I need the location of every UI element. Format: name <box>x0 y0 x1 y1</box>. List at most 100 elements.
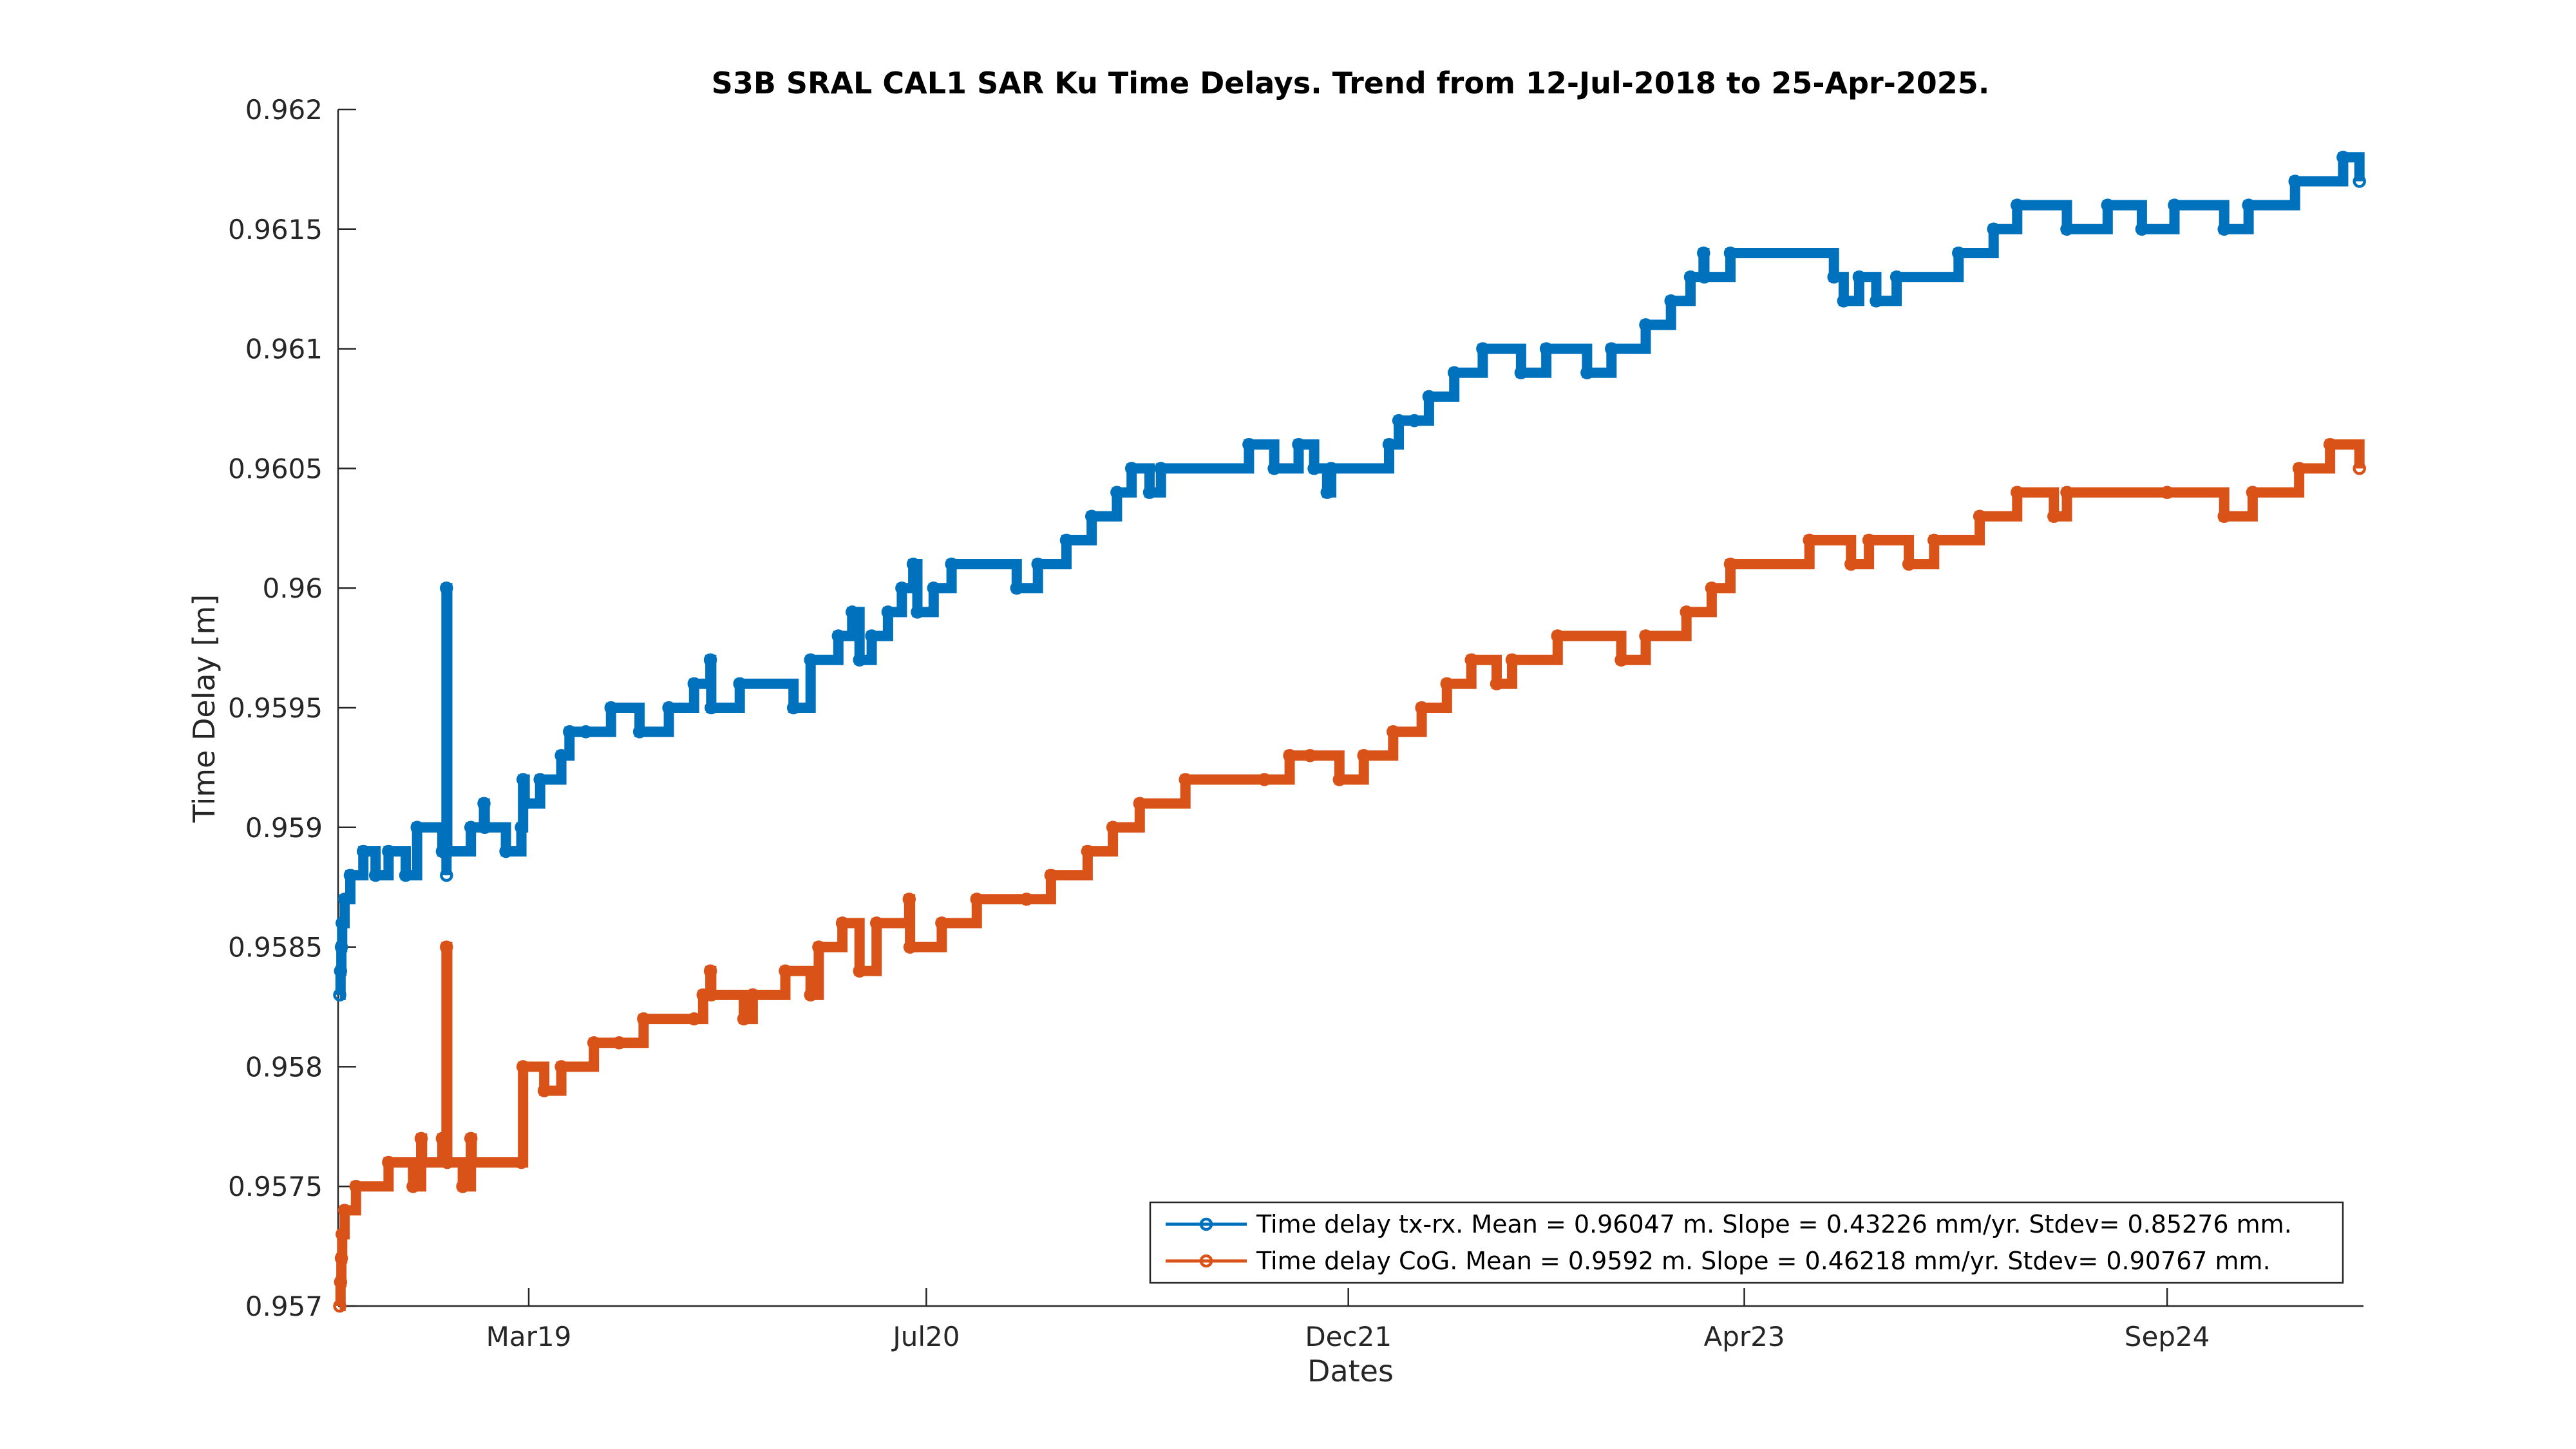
series-1-point <box>2135 222 2149 236</box>
series-2-point <box>587 1036 601 1050</box>
series-1-point <box>1447 366 1461 380</box>
series-1-point <box>1242 437 1256 451</box>
y-tick-label: 0.96 <box>262 573 323 604</box>
x-axis-label: Dates <box>1307 1354 1394 1388</box>
series-1-point <box>2353 175 2366 188</box>
series-2-point <box>464 1132 478 1146</box>
series-1-point <box>554 749 568 762</box>
series-stem-1 <box>339 155 2362 997</box>
y-tick-label: 0.9585 <box>228 932 323 963</box>
series-1-point <box>1059 533 1074 547</box>
series-1-point <box>2060 222 2074 236</box>
y-axis-label: Time Delay [m] <box>187 594 222 823</box>
series-1-point <box>1476 342 1490 355</box>
series-1-point <box>399 868 413 882</box>
legend-entry: Time delay tx-rx. Mean = 0.96047 m. Slop… <box>1256 1210 2292 1238</box>
series-1-point <box>853 653 866 667</box>
series-1-point <box>336 916 349 930</box>
series-1-point <box>733 677 746 691</box>
x-tick-label: Mar19 <box>486 1321 572 1352</box>
series-2-point <box>465 1155 478 1170</box>
series-1-point <box>604 701 618 715</box>
series-2-point <box>334 1275 348 1289</box>
series-2-point <box>1680 605 1693 619</box>
series-1-point <box>895 581 909 595</box>
series-1-point <box>831 629 846 643</box>
series-2-point <box>1106 820 1120 835</box>
series-1-point <box>1110 486 1124 499</box>
series-2-point <box>637 1012 650 1026</box>
series-1-point <box>464 820 478 835</box>
series-2-point <box>705 988 718 1002</box>
series-2-point <box>515 1155 528 1170</box>
series-1-point <box>1639 318 1653 332</box>
series-1-point <box>1539 342 1553 355</box>
y-tick-label: 0.961 <box>245 334 323 365</box>
series-1-point <box>1407 413 1421 428</box>
series-1-point <box>881 605 895 619</box>
series-1-point <box>1987 222 2000 236</box>
series-2-point <box>2160 486 2174 499</box>
series-2-point <box>804 988 817 1002</box>
series-2-point <box>2011 486 2024 499</box>
series-2-point <box>1803 533 1816 547</box>
series-2-point <box>1705 581 1719 595</box>
series-2-point <box>779 964 792 978</box>
series-2-point <box>1332 773 1347 786</box>
x-tick-label: Apr23 <box>1703 1321 1785 1352</box>
series-2-point <box>516 1060 530 1074</box>
series-1-point <box>1124 462 1139 475</box>
series-1-point <box>1084 509 1099 523</box>
series-1-point <box>1827 270 1841 284</box>
series-stem-2 <box>339 442 2362 1308</box>
series-2-point <box>1440 677 1454 691</box>
series-2-point <box>2060 486 2074 499</box>
series-1-point <box>2336 151 2350 164</box>
series-1-point <box>1324 462 1338 475</box>
y-tick-label: 0.9615 <box>228 214 323 245</box>
series-1-point <box>703 653 717 667</box>
series-1-point <box>906 557 920 571</box>
series-2-point <box>334 1251 348 1265</box>
series-2-point <box>1464 653 1478 667</box>
series-2-point <box>1862 533 1876 547</box>
series-2-point <box>1639 629 1653 643</box>
legend-entry: Time delay CoG. Mean = 0.9592 m. Slope =… <box>1256 1247 2271 1275</box>
x-tick-label: Dec21 <box>1305 1321 1392 1352</box>
series-1-point <box>435 844 450 858</box>
x-tick-label: Jul20 <box>891 1321 960 1352</box>
series-1-point <box>1698 270 1711 284</box>
series-1-point <box>2168 198 2181 212</box>
y-tick-label: 0.9595 <box>228 692 323 724</box>
y-tick-label: 0.957 <box>245 1291 323 1322</box>
series-1-point <box>2217 222 2231 236</box>
series-2-point <box>440 1155 454 1170</box>
series-2-point <box>737 1012 751 1026</box>
series-2-point <box>812 940 826 954</box>
legend-swatch-marker <box>1199 1217 1213 1231</box>
y-tick-label: 0.9575 <box>228 1171 323 1202</box>
series-2-point <box>435 1132 450 1146</box>
series-1-point <box>1292 437 1305 451</box>
series-1-point <box>1142 486 1157 499</box>
series-1-point <box>705 701 718 715</box>
series-2-point <box>349 1179 363 1193</box>
series-1-point <box>337 893 352 906</box>
series-2-point <box>1723 557 1738 571</box>
series-1-point <box>1605 342 1618 355</box>
series-2-point <box>853 964 866 978</box>
series-1-point <box>440 581 453 595</box>
series-1-point <box>1267 462 1281 475</box>
series-2-point <box>935 916 949 930</box>
series-1-point <box>911 605 924 619</box>
series-2-point <box>869 916 884 930</box>
series-2-point <box>333 1299 346 1313</box>
legend-box <box>1149 1201 2344 1284</box>
series-1-point <box>1723 246 1738 260</box>
series-2-point <box>1615 653 1628 667</box>
series-1-point <box>1697 246 1710 260</box>
legend-swatch-marker <box>1199 1254 1213 1268</box>
series-1-point <box>662 701 676 715</box>
series-1-point <box>632 724 647 739</box>
